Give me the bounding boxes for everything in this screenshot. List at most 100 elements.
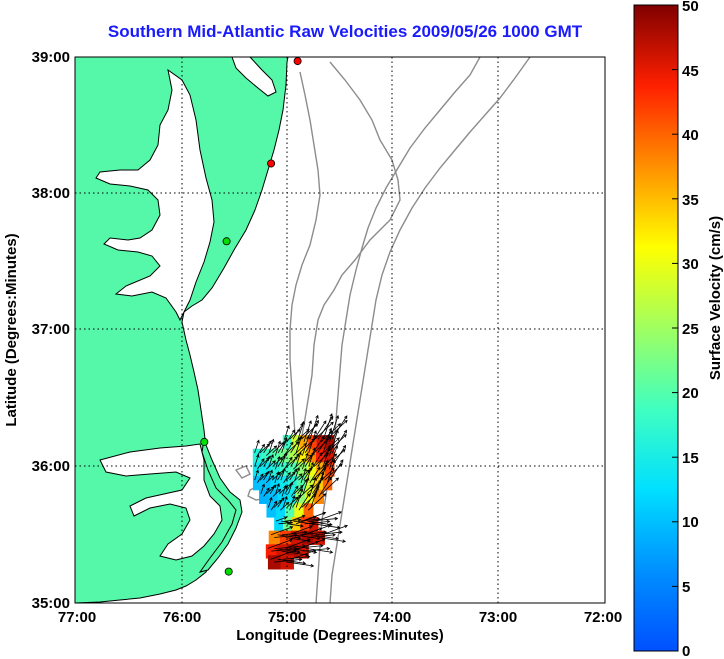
velocity-cell: [266, 503, 277, 518]
x-tick-label: 74:00: [373, 609, 411, 626]
velocity-vector: [310, 483, 320, 508]
velocity-cell: [299, 435, 309, 450]
velocity-cell: [252, 462, 263, 477]
velocity-vector: [290, 549, 317, 560]
colorbar-ticks: [672, 4, 678, 652]
velocity-vector: [275, 483, 280, 494]
velocity-vector: [302, 477, 310, 494]
velocity-cell: [297, 462, 308, 477]
velocity-vector: [331, 415, 348, 440]
velocity-vector: [283, 471, 291, 484]
velocity-vector: [282, 530, 308, 536]
radar-stations: [200, 57, 302, 576]
velocity-vector: [268, 454, 274, 467]
velocity-vector: [315, 471, 325, 494]
velocity-vector: [281, 484, 287, 497]
velocity-vector: [295, 451, 302, 467]
velocity-vector: [274, 548, 301, 554]
colorbar-tick-label: 30: [682, 256, 699, 273]
velocity-vector: [309, 466, 321, 484]
chesapeake-bay: [95, 68, 215, 322]
velocity-vector: [300, 467, 307, 484]
velocity-vector: [318, 476, 332, 497]
velocity-vector: [331, 444, 347, 467]
velocity-vector: [265, 475, 275, 484]
velocity-vector: [288, 481, 294, 494]
plot-border: [74, 56, 606, 604]
velocity-vector: [309, 414, 319, 440]
velocity-cell: [325, 435, 335, 450]
velocity-vector: [299, 538, 326, 549]
x-axis-title: Longitude (Degrees:Minutes): [236, 627, 444, 644]
velocity-vector: [299, 530, 328, 536]
velocity-cell: [270, 448, 281, 464]
map-title: Southern Mid-Atlantic Raw Velocities 200…: [107, 22, 583, 41]
velocity-cell: [291, 435, 301, 450]
velocity-vector: [288, 525, 313, 536]
velocity-cell: [297, 448, 308, 464]
velocity-vector: [289, 468, 298, 481]
velocity-vector: [289, 495, 296, 511]
colorbar-tick-label: 5: [682, 579, 690, 596]
velocity-vector: [313, 523, 341, 530]
y-tick-label: 39:00: [32, 49, 70, 66]
velocity-vector: [301, 435, 310, 456]
y-tick-label: 38:00: [32, 185, 70, 202]
station-marker: [267, 159, 276, 168]
velocity-vector: [298, 493, 310, 511]
velocity-vector: [315, 511, 342, 522]
velocity-vector: [293, 458, 305, 470]
y-tick-label: 37:00: [32, 321, 70, 338]
velocity-vector: [331, 429, 347, 454]
velocity-cell: [285, 503, 295, 518]
colorbar: [633, 4, 679, 652]
velocity-vector: [268, 469, 273, 481]
velocity-vector: [326, 419, 348, 440]
velocity-vector: [287, 523, 304, 528]
velocity-cell: [305, 489, 315, 504]
velocity-vector: [290, 485, 299, 497]
velocity-vector: [292, 473, 303, 484]
velocity-cell: [305, 476, 315, 491]
velocity-vector: [301, 511, 327, 522]
velocity-vector: [306, 461, 314, 481]
velocity-vector: [313, 452, 329, 467]
velocity-vector: [256, 458, 265, 470]
velocity-cell: [270, 462, 281, 477]
velocity-vector: [286, 429, 296, 443]
velocity-cell: [315, 462, 326, 477]
velocity-vector: [293, 534, 321, 541]
velocity-cell: [252, 476, 263, 491]
station-marker: [200, 437, 209, 446]
velocity-vector: [267, 496, 273, 508]
velocity-vector: [274, 471, 280, 484]
velocity-vector: [283, 555, 311, 560]
delaware-bay: [231, 57, 277, 97]
velocity-cell: [282, 435, 292, 450]
velocity-cell: [279, 476, 289, 491]
velocity-cell: [296, 476, 307, 491]
colorbar-tick-label: 40: [682, 127, 699, 144]
velocity-cell: [259, 489, 269, 504]
velocity-vector: [256, 473, 264, 484]
velocity-vector: [286, 561, 315, 568]
velocity-cell: [288, 462, 299, 477]
velocity-vector: [278, 558, 307, 565]
velocity-vector: [322, 524, 349, 536]
velocity-vector: [256, 443, 265, 456]
velocity-vector: [263, 470, 270, 481]
velocity-vector: [263, 487, 270, 497]
velocity-vector: [277, 497, 285, 508]
velocity-cell: [303, 503, 314, 518]
velocity-vector: [254, 469, 259, 481]
velocity-cell: [308, 435, 318, 450]
velocity-vector: [280, 467, 286, 481]
velocity-vector: [263, 455, 271, 467]
velocity-vector: [254, 439, 260, 453]
velocity-vector: [311, 452, 323, 470]
velocity-vector: [320, 459, 329, 481]
pamlico-sound: [99, 443, 223, 561]
velocity-vector: [260, 483, 266, 494]
colorbar-tick-label: 20: [682, 385, 699, 402]
